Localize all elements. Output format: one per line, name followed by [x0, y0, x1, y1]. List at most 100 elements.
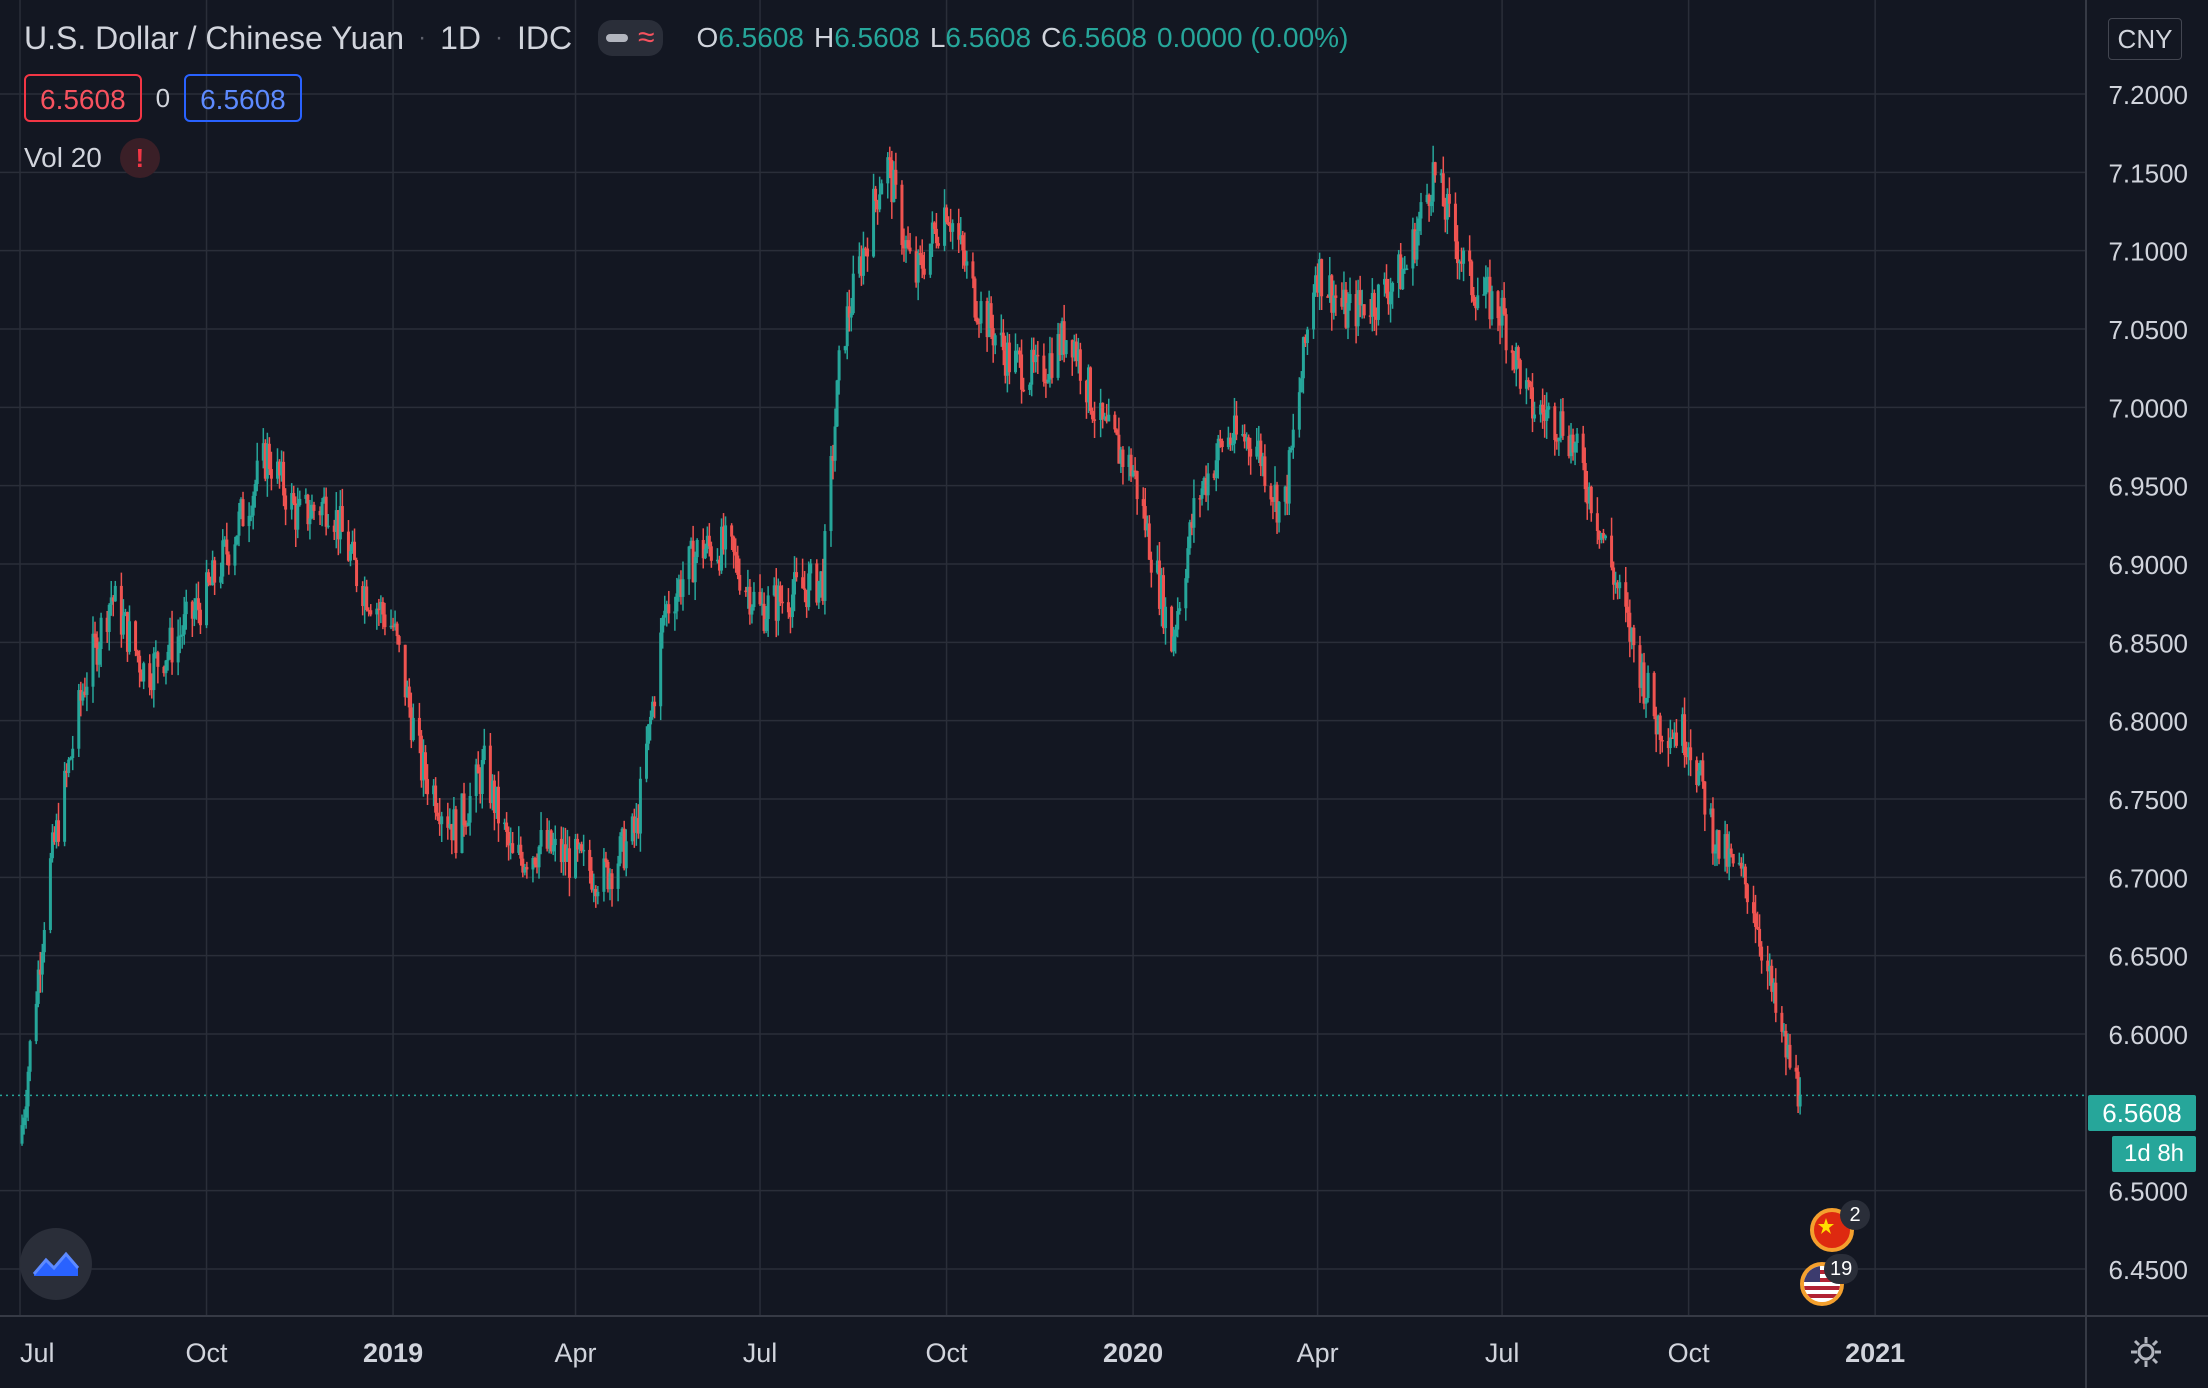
- candle-body: [1599, 533, 1603, 540]
- candle-body: [1022, 389, 1026, 392]
- candle-body: [233, 544, 237, 566]
- candle-body: [492, 780, 496, 814]
- candle-body: [580, 844, 584, 851]
- candle-body: [965, 261, 969, 266]
- separator-dot: ·: [418, 24, 427, 51]
- candle-body: [1368, 315, 1372, 317]
- candle-body: [1415, 231, 1419, 260]
- open-label: O: [696, 22, 719, 53]
- candle-body: [525, 867, 529, 870]
- us-flag-icon[interactable]: [1800, 1262, 1844, 1306]
- candle-body: [446, 816, 450, 828]
- candle-body: [1161, 575, 1165, 629]
- candle-body: [93, 633, 97, 638]
- candle-body: [1614, 582, 1618, 585]
- candle-body: [801, 577, 805, 589]
- candle-body: [531, 857, 535, 870]
- interval-label[interactable]: 1D: [440, 19, 481, 56]
- candle-body: [65, 770, 69, 773]
- candle-body: [1129, 454, 1133, 477]
- legend-toggle-group[interactable]: ≈: [598, 20, 663, 56]
- y-tick-label: 6.8000: [2108, 707, 2188, 737]
- candle-body: [1612, 567, 1616, 585]
- candle-body: [945, 207, 949, 223]
- candle-body: [894, 169, 898, 185]
- candle-body: [119, 585, 123, 635]
- candle-body: [308, 518, 312, 525]
- candle-body: [52, 832, 56, 842]
- candle-body: [85, 686, 89, 695]
- candle-body: [1624, 582, 1628, 607]
- candle-body: [503, 822, 507, 825]
- candle-body: [142, 663, 146, 682]
- candle-body: [1228, 437, 1232, 445]
- candle-body: [490, 780, 494, 804]
- candle-body: [213, 560, 217, 583]
- ohlc-values: O6.5608 H6.5608 L6.5608 C6.5608 0.0000 (…: [697, 22, 1349, 54]
- candle-body: [1032, 349, 1036, 363]
- wave-icon[interactable]: ≈: [638, 21, 655, 54]
- candle-body: [1034, 354, 1038, 363]
- bar-countdown-tag: 1d 8h: [2112, 1136, 2196, 1172]
- candle-body: [395, 623, 399, 637]
- candle-body: [930, 222, 934, 244]
- candle-body: [859, 256, 863, 276]
- candle-body: [353, 541, 357, 560]
- candle-body: [1356, 290, 1360, 327]
- candle-body: [999, 332, 1003, 336]
- candle-body: [582, 849, 586, 852]
- candle-body: [1013, 350, 1017, 373]
- candle-body: [237, 511, 241, 536]
- candle-body: [861, 248, 865, 276]
- candle-body: [1232, 415, 1236, 444]
- candle-body: [559, 838, 563, 863]
- y-tick-label: 6.9000: [2108, 550, 2188, 580]
- candle-body: [1699, 760, 1703, 771]
- candle-body: [1685, 755, 1689, 758]
- candle-body: [42, 929, 46, 953]
- currency-button[interactable]: CNY: [2108, 18, 2182, 60]
- candle-body: [1419, 202, 1423, 219]
- candle-body: [1170, 606, 1174, 652]
- candle-body: [1005, 342, 1009, 376]
- candle-body: [1581, 433, 1585, 463]
- candle-body: [928, 243, 932, 275]
- candle-body: [275, 461, 279, 479]
- candle-body: [34, 1003, 38, 1042]
- settings-gear-icon[interactable]: [2126, 1332, 2166, 1372]
- candle-body: [1796, 1071, 1800, 1107]
- candle-body: [505, 822, 509, 832]
- candle-body: [348, 551, 352, 561]
- x-tick-label: Jul: [20, 1338, 55, 1368]
- candle-body: [1458, 261, 1462, 264]
- eye-icon[interactable]: [606, 34, 629, 42]
- buy-price-button[interactable]: 6.5608: [184, 74, 302, 122]
- candle-body: [837, 350, 841, 381]
- candle-body: [1541, 404, 1545, 413]
- volume-indicator-label[interactable]: Vol 20: [24, 142, 102, 173]
- tradingview-logo-icon[interactable]: [20, 1228, 92, 1300]
- candle-body: [223, 539, 227, 542]
- candle-body: [1212, 473, 1216, 478]
- candle-body: [225, 539, 229, 555]
- candle-body: [738, 574, 742, 591]
- candle-body: [1496, 291, 1500, 319]
- candle-body: [707, 535, 711, 547]
- candle-body: [878, 194, 882, 210]
- candle-body: [351, 541, 355, 552]
- candle-body: [1642, 662, 1646, 704]
- candle-body: [561, 844, 565, 863]
- candle-body: [1328, 275, 1332, 297]
- chart-legend: U.S. Dollar / Chinese Yuan · 1D · IDC ≈ …: [24, 14, 1348, 62]
- candle-body: [1658, 715, 1662, 740]
- candle-body: [1498, 318, 1502, 326]
- symbol-title[interactable]: U.S. Dollar / Chinese Yuan: [24, 19, 405, 56]
- candle-body: [1433, 162, 1437, 176]
- warning-icon[interactable]: !: [119, 138, 160, 178]
- sell-price-button[interactable]: 6.5608: [24, 74, 142, 122]
- candle-body: [1113, 414, 1117, 430]
- candle-body: [681, 579, 685, 597]
- candle-body: [1273, 484, 1277, 502]
- candle-body: [1768, 965, 1772, 972]
